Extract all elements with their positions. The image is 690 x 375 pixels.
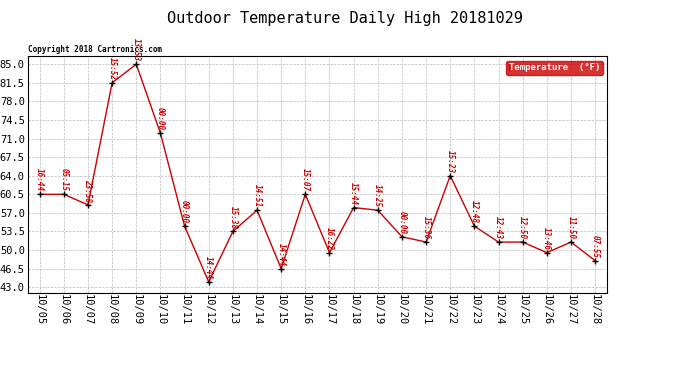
Text: 15:52: 15:52 (108, 57, 117, 80)
Text: Outdoor Temperature Daily High 20181029: Outdoor Temperature Daily High 20181029 (167, 11, 523, 26)
Text: 00:00: 00:00 (397, 211, 406, 234)
Text: 23:58: 23:58 (83, 179, 92, 202)
Text: 14:51: 14:51 (253, 184, 262, 207)
Text: 05:15: 05:15 (59, 168, 68, 192)
Text: 00:00: 00:00 (180, 200, 189, 223)
Text: 15:44: 15:44 (349, 182, 358, 205)
Text: 11:50: 11:50 (566, 216, 575, 239)
Text: 16:22: 16:22 (325, 227, 334, 250)
Text: 13:46: 13:46 (542, 227, 551, 250)
Text: 15:38: 15:38 (228, 206, 237, 229)
Text: Copyright 2018 Cartronics.com: Copyright 2018 Cartronics.com (28, 45, 161, 54)
Text: 07:55: 07:55 (591, 235, 600, 258)
Text: 16:44: 16:44 (35, 168, 44, 192)
Text: 13:53: 13:53 (132, 38, 141, 62)
Text: 00:00: 00:00 (156, 107, 165, 130)
Legend: Temperature  (°F): Temperature (°F) (506, 61, 602, 75)
Text: 15:07: 15:07 (301, 168, 310, 192)
Text: 14:25: 14:25 (373, 184, 382, 207)
Text: 12:43: 12:43 (494, 216, 503, 239)
Text: 12:50: 12:50 (518, 216, 527, 239)
Text: 15:23: 15:23 (446, 150, 455, 173)
Text: 15:36: 15:36 (422, 216, 431, 239)
Text: 12:48: 12:48 (470, 200, 479, 223)
Text: 14:44: 14:44 (277, 243, 286, 266)
Text: 14:44: 14:44 (204, 256, 213, 279)
